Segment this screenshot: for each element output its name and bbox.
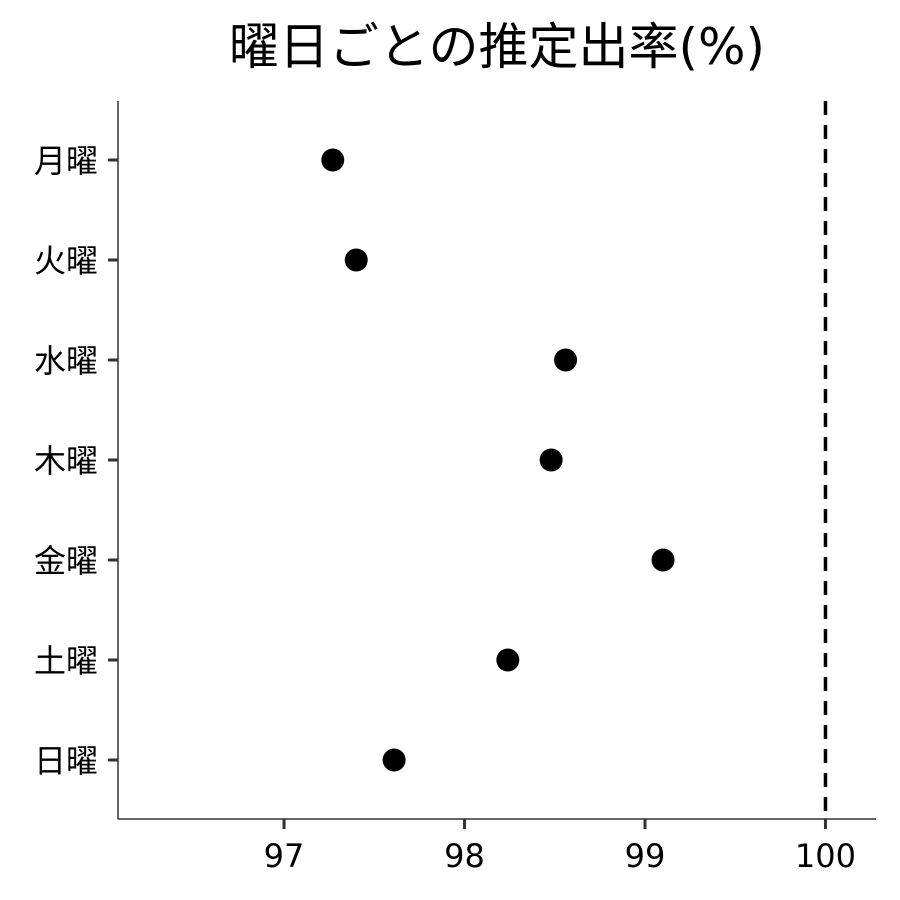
x-tick-label: 100 [795,837,856,875]
y-tick-label: 火曜 [34,242,98,280]
data-point [344,248,368,272]
data-point [554,348,578,372]
data-point [321,148,345,172]
chart-title: 曜日ごとの推定出率(%) [229,18,765,76]
y-tick-label: 月曜 [34,142,98,180]
y-tick-label: 木曜 [34,442,98,480]
data-point [539,448,563,472]
y-tick-label: 日曜 [34,742,98,780]
y-tick-label: 金曜 [34,542,98,580]
y-tick-label: 土曜 [34,642,98,680]
x-tick-label: 99 [625,837,666,875]
y-tick-label: 水曜 [34,342,98,380]
data-point [651,548,675,572]
data-point [382,748,406,772]
x-tick-label: 97 [264,837,305,875]
data-point [496,648,520,672]
x-tick-label: 98 [444,837,485,875]
